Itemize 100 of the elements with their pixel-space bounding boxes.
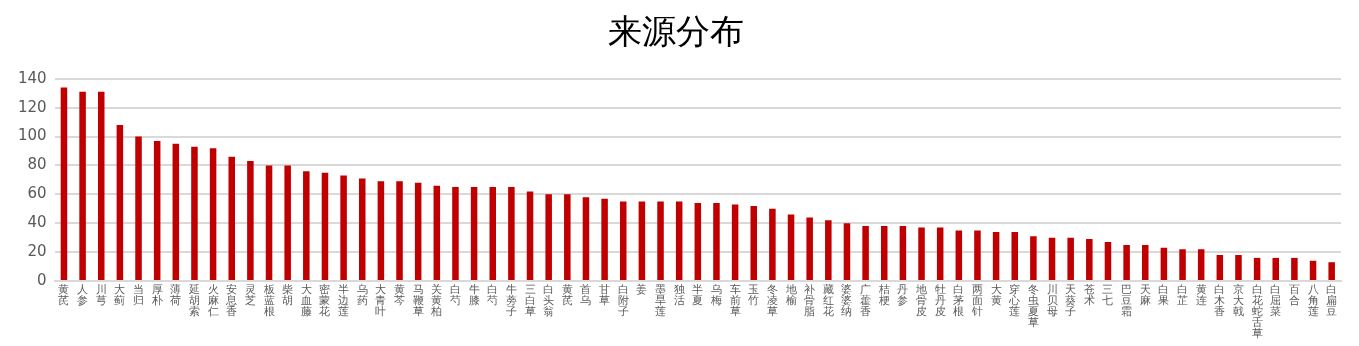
y-tick-label: 140: [17, 68, 47, 87]
bar: [825, 220, 832, 280]
x-tick-label: 黄连: [1195, 283, 1207, 308]
bar: [1030, 236, 1037, 280]
x-tick-label: 白附子: [617, 283, 629, 319]
x-tick-label: 半边莲: [338, 283, 350, 319]
x-tick-label: 乌梅: [709, 283, 722, 308]
x-tick-label: 穿心莲: [1008, 283, 1021, 319]
x-tick-label: 延胡索: [187, 283, 200, 319]
x-tick-label: 半夏: [692, 283, 704, 308]
x-tick-label: 大青叶: [375, 283, 387, 319]
x-tick-label: 白木香: [1214, 283, 1226, 319]
x-tick-label: 灵芝: [244, 283, 256, 308]
bar: [1048, 237, 1056, 280]
x-tick-label: 白扁豆: [1326, 283, 1338, 319]
bar: [358, 178, 366, 280]
x-tick-label: 京大戟: [1232, 283, 1244, 319]
x-tick-label: 地骨皮: [915, 283, 928, 319]
bar: [713, 203, 720, 280]
bar: [638, 201, 646, 280]
x-tick-label: 牡丹皮: [934, 283, 946, 319]
x-tick-label: 甘草: [599, 283, 611, 308]
x-tick-label: 百合: [1288, 283, 1300, 308]
x-tick-label: 冬虫夏草: [1027, 283, 1039, 330]
bar: [1067, 237, 1074, 280]
x-tick-label: 马鞭草: [412, 283, 424, 319]
bar: [321, 172, 329, 280]
x-tick-label: 大黄: [990, 283, 1002, 308]
bar: [1216, 255, 1224, 280]
bar: [843, 223, 851, 280]
x-tick-label: 墨旱莲: [655, 283, 667, 319]
bar: [116, 125, 124, 280]
bar: [1197, 249, 1205, 280]
x-tick-label: 玉竹: [748, 283, 760, 308]
x-tick-label: 厚朴: [150, 283, 163, 308]
y-tick-label: 60: [27, 184, 47, 203]
bar: [135, 136, 142, 280]
x-tick-label: 牛膝: [468, 283, 480, 308]
bar: [209, 148, 217, 280]
bar: [1160, 247, 1168, 280]
x-tick-label: 广藿香: [860, 283, 872, 319]
bar: [340, 175, 347, 280]
x-tick-label: 白果: [1158, 283, 1170, 308]
bar: [918, 227, 925, 280]
x-tick-label: 白头翁: [543, 283, 555, 319]
bar: [899, 226, 907, 280]
bar: [508, 187, 515, 280]
bar: [247, 161, 254, 280]
bar: [1086, 239, 1093, 280]
bar: [1253, 257, 1261, 280]
x-tick-label: 牛蒡子: [505, 283, 517, 319]
bar: [1309, 260, 1317, 280]
bar: [228, 156, 235, 280]
bar: [303, 171, 310, 280]
bar: [750, 205, 758, 280]
y-tick-label: 120: [17, 97, 47, 116]
x-tick-label: 乌药: [356, 283, 368, 308]
y-tick-label: 80: [27, 155, 47, 174]
x-tick-label: 三白草: [524, 283, 536, 319]
chart-title: 来源分布: [607, 11, 744, 52]
y-tick-label: 40: [27, 213, 47, 232]
bar: [60, 87, 68, 280]
x-tick-label: 黄芪: [561, 283, 573, 308]
bar: [284, 165, 291, 280]
x-tick-label: 两面针: [970, 283, 983, 319]
bar: [526, 191, 534, 280]
x-tick-label: 白屈菜: [1270, 283, 1282, 319]
bar: [265, 165, 273, 280]
bar: [172, 143, 180, 280]
bar: [1235, 255, 1242, 280]
x-tick-label: 人参: [77, 283, 89, 308]
y-tick-label: 100: [17, 126, 47, 145]
x-tick-label: 火麻仁: [207, 283, 219, 319]
bar: [1328, 262, 1335, 280]
x-tick-label: 川芎: [95, 283, 107, 308]
x-tick-label: 天麻: [1139, 283, 1151, 308]
bar: [433, 185, 441, 280]
x-tick-label: 安息香: [225, 283, 238, 319]
bar: [769, 208, 776, 280]
x-tick-label: 大血藤: [300, 283, 312, 319]
x-tick-label: 关黄柏: [430, 283, 443, 319]
bar: [545, 194, 552, 280]
x-tick-label: 黄芪: [58, 283, 70, 308]
x-tick-label: 地榆: [784, 283, 797, 308]
x-tick-label: 川贝母: [1046, 283, 1058, 319]
bar: [955, 230, 963, 280]
bar: [582, 197, 590, 280]
bar: [694, 203, 702, 280]
bar: [1104, 242, 1112, 280]
bar: [731, 204, 739, 280]
x-tick-label: 当归: [133, 283, 145, 308]
bar: [452, 187, 459, 280]
y-tick-label: 20: [27, 242, 47, 260]
bar: [489, 187, 496, 280]
x-tick-label: 薄荷: [170, 283, 182, 308]
bar: [564, 194, 571, 280]
x-tick-label: 姜: [636, 283, 648, 297]
bar: [97, 91, 105, 280]
x-tick-label: 白芍: [449, 283, 461, 308]
bar: [1291, 257, 1298, 280]
